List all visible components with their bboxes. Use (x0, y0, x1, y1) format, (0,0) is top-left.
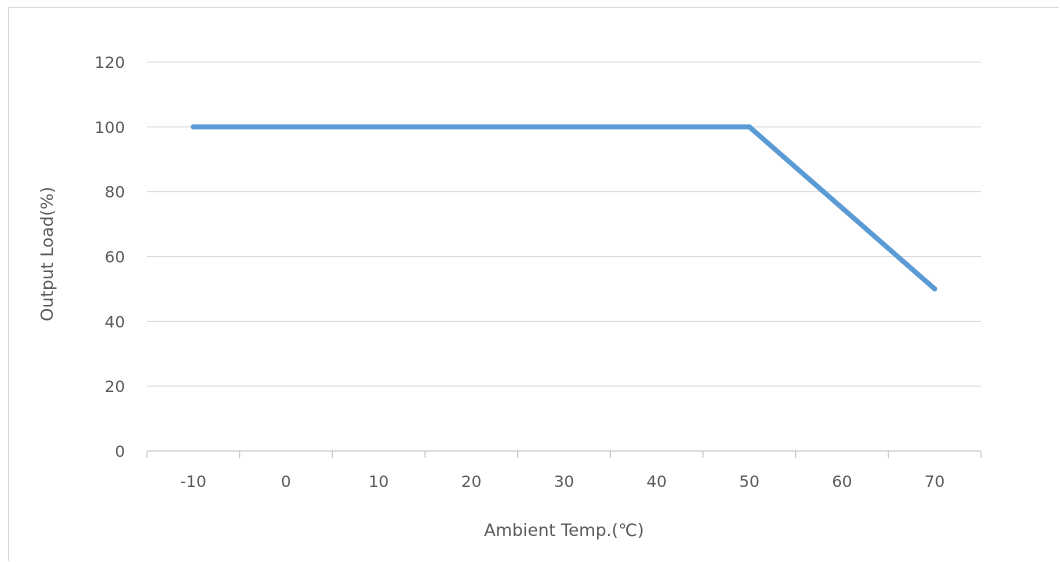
x-tick-label: 50 (739, 472, 759, 491)
x-tick-label: 20 (461, 472, 481, 491)
x-axis-title: Ambient Temp.(℃) (484, 521, 644, 541)
x-tick-label: 70 (924, 472, 944, 491)
series-line-0 (190, 124, 938, 292)
y-tick-label: 60 (105, 248, 125, 267)
y-tick-label: 100 (94, 118, 125, 137)
data-point (932, 286, 938, 292)
chart-frame (8, 7, 1059, 561)
y-tick-label: 40 (105, 312, 125, 331)
y-tick-labels: 0 20 40 60 80 100 120 (94, 53, 125, 461)
data-point (190, 124, 196, 130)
x-tick-label: -10 (180, 472, 206, 491)
series-group (190, 124, 938, 292)
x-axis (146, 450, 982, 458)
x-tick-label: 0 (281, 472, 291, 491)
x-tick-labels: -10 0 10 20 30 40 50 60 70 (180, 472, 945, 491)
grid-lines (147, 61, 981, 387)
y-tick-label: 80 (105, 183, 125, 202)
y-tick-label: 20 (105, 377, 125, 396)
x-tick-label: 40 (646, 472, 666, 491)
y-axis-title: Output Load(%) (38, 187, 58, 322)
y-tick-label: 0 (115, 442, 125, 461)
y-tick-label: 120 (94, 53, 125, 72)
x-tick-label: 10 (368, 472, 388, 491)
x-tick-label: 60 (832, 472, 852, 491)
x-tick-label: 30 (554, 472, 574, 491)
data-point (746, 124, 752, 130)
